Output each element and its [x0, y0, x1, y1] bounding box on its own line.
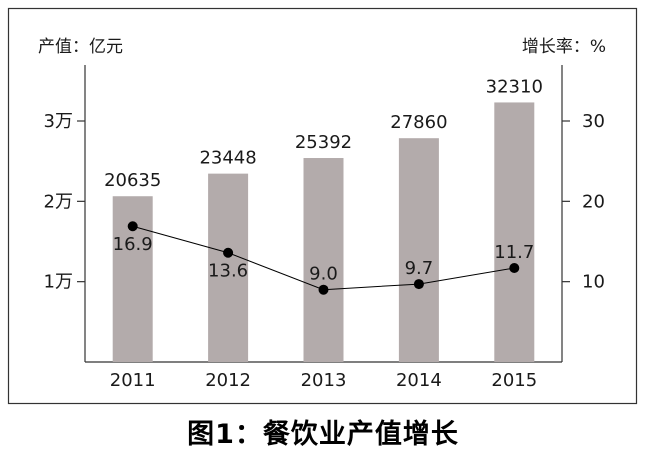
growth-value-label: 16.9 — [113, 234, 153, 255]
x-tick-label: 2014 — [396, 370, 442, 391]
plot-area: 1万 2万 3万 10 20 30 20635 2011 23448 2012 25392 2013 2… — [44, 65, 605, 391]
bar-value-label: 27860 — [390, 112, 447, 133]
bar — [303, 158, 344, 362]
x-tick-label: 2013 — [301, 370, 347, 391]
left-tick-label: 2万 — [44, 191, 73, 212]
bar — [208, 173, 249, 362]
growth-point — [509, 263, 520, 274]
bar-value-label: 25392 — [295, 132, 352, 153]
growth-point — [223, 247, 234, 258]
x-tick-label: 2015 — [491, 370, 537, 391]
bar-value-label: 20635 — [104, 170, 161, 191]
right-axis-label: 增长率：% — [522, 37, 606, 57]
x-tick-label: 2012 — [205, 370, 251, 391]
chart: 产值：亿元 增长率：% 1万 2万 3万 10 20 30 20635 2011 23448 20… — [7, 7, 638, 405]
left-tick-label: 1万 — [44, 272, 73, 293]
x-tick-label: 2011 — [110, 370, 156, 391]
growth-point — [413, 279, 424, 290]
growth-value-label: 9.0 — [309, 264, 338, 285]
right-tick-label: 30 — [582, 111, 605, 132]
growth-value-label: 9.7 — [405, 258, 434, 279]
growth-point — [127, 221, 138, 232]
bar-value-label: 23448 — [199, 148, 256, 169]
bar-value-label: 32310 — [486, 76, 543, 97]
right-tick-label: 20 — [582, 191, 605, 212]
bar — [398, 138, 439, 362]
growth-value-label: 11.7 — [494, 242, 534, 263]
bar — [494, 102, 535, 363]
right-tick-label: 10 — [582, 272, 605, 293]
bar — [112, 196, 153, 362]
left-tick-label: 3万 — [44, 111, 73, 132]
growth-point — [318, 284, 329, 295]
growth-value-label: 13.6 — [208, 261, 248, 282]
left-axis-label: 产值：亿元 — [38, 37, 123, 57]
figure-caption: 图1：餐饮业产值增长 — [187, 419, 459, 450]
